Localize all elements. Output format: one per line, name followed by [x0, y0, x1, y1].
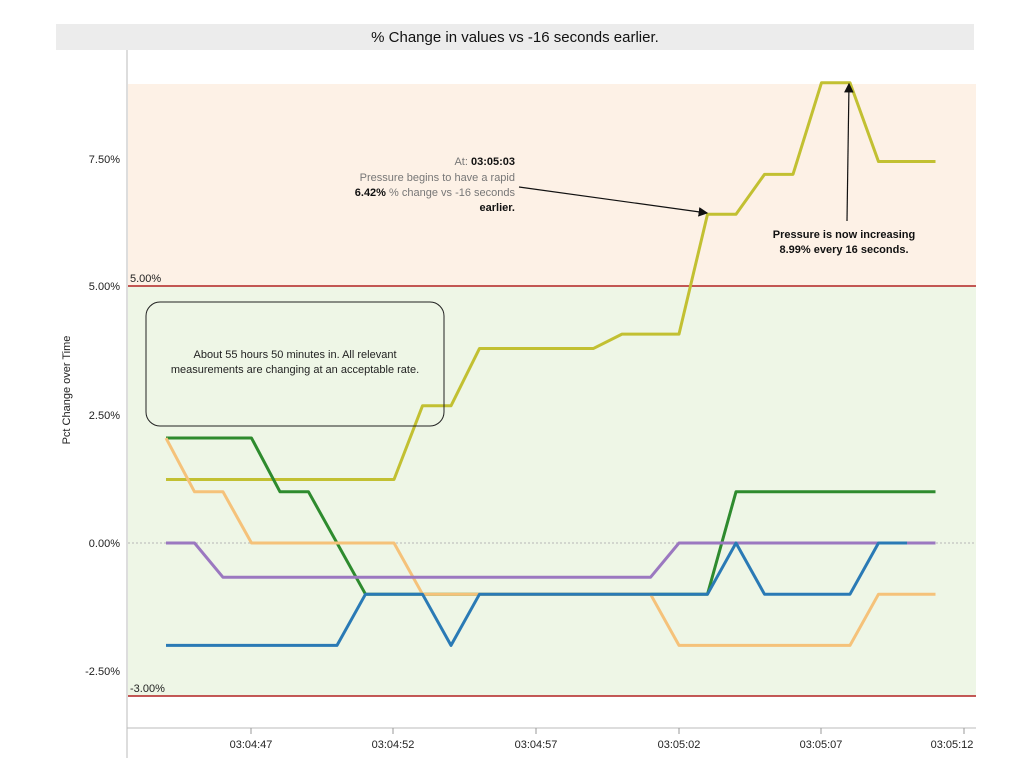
rapid-annotation-pct: 6.42% — [355, 187, 386, 199]
y-tick-label: 0.00% — [89, 538, 120, 550]
increase-annotation-arrow — [844, 82, 854, 222]
y-tick-label: 5.00% — [89, 281, 120, 293]
x-tick-label: 03:04:47 — [230, 739, 273, 751]
annotation-box — [145, 301, 445, 427]
rapid-annotation-line: At: 03:05:03 — [454, 156, 515, 168]
series-line-1 — [166, 81, 936, 482]
rapid-annotation-line: 6.42% % change vs -16 seconds — [355, 187, 516, 199]
x-tick-label: 03:04:57 — [515, 739, 558, 751]
increase-annotation-line: 8.99% every 16 seconds. — [779, 244, 908, 256]
series-line-5 — [166, 541, 907, 647]
upper-threshold-label: 5.00% — [130, 273, 161, 285]
x-tick-label: 03:05:02 — [658, 739, 701, 751]
caution-band — [128, 84, 976, 286]
rapid-annotation-line: earlier. — [480, 202, 515, 214]
annotation-box-line: measurements are changing at an acceptab… — [171, 364, 419, 376]
annotation-box-line: About 55 hours 50 minutes in. All releva… — [193, 349, 396, 361]
lower-threshold-label: -3.00% — [130, 683, 165, 695]
x-tick-label: 03:05:07 — [800, 739, 843, 751]
rapid-annotation-rest: % change vs -16 seconds — [386, 187, 516, 199]
increase-annotation-line: Pressure is now increasing — [773, 229, 915, 241]
rapid-annotation-line: Pressure begins to have a rapid — [360, 172, 515, 184]
y-tick-label: 2.50% — [89, 410, 120, 422]
series-line-4 — [166, 541, 936, 579]
x-tick-label: 03:04:52 — [372, 739, 415, 751]
series-layer — [164, 81, 936, 647]
rapid-annotation-arrow — [518, 186, 709, 217]
y-tick-label: -2.50% — [85, 666, 120, 678]
chart-title: % Change in values vs -16 seconds earlie… — [56, 24, 974, 50]
y-axis-title: Pct Change over Time — [61, 336, 73, 445]
rapid-annotation-time: 03:05:03 — [471, 156, 515, 168]
y-tick-label: 7.50% — [89, 154, 120, 166]
x-tick-label: 03:05:12 — [931, 739, 974, 751]
